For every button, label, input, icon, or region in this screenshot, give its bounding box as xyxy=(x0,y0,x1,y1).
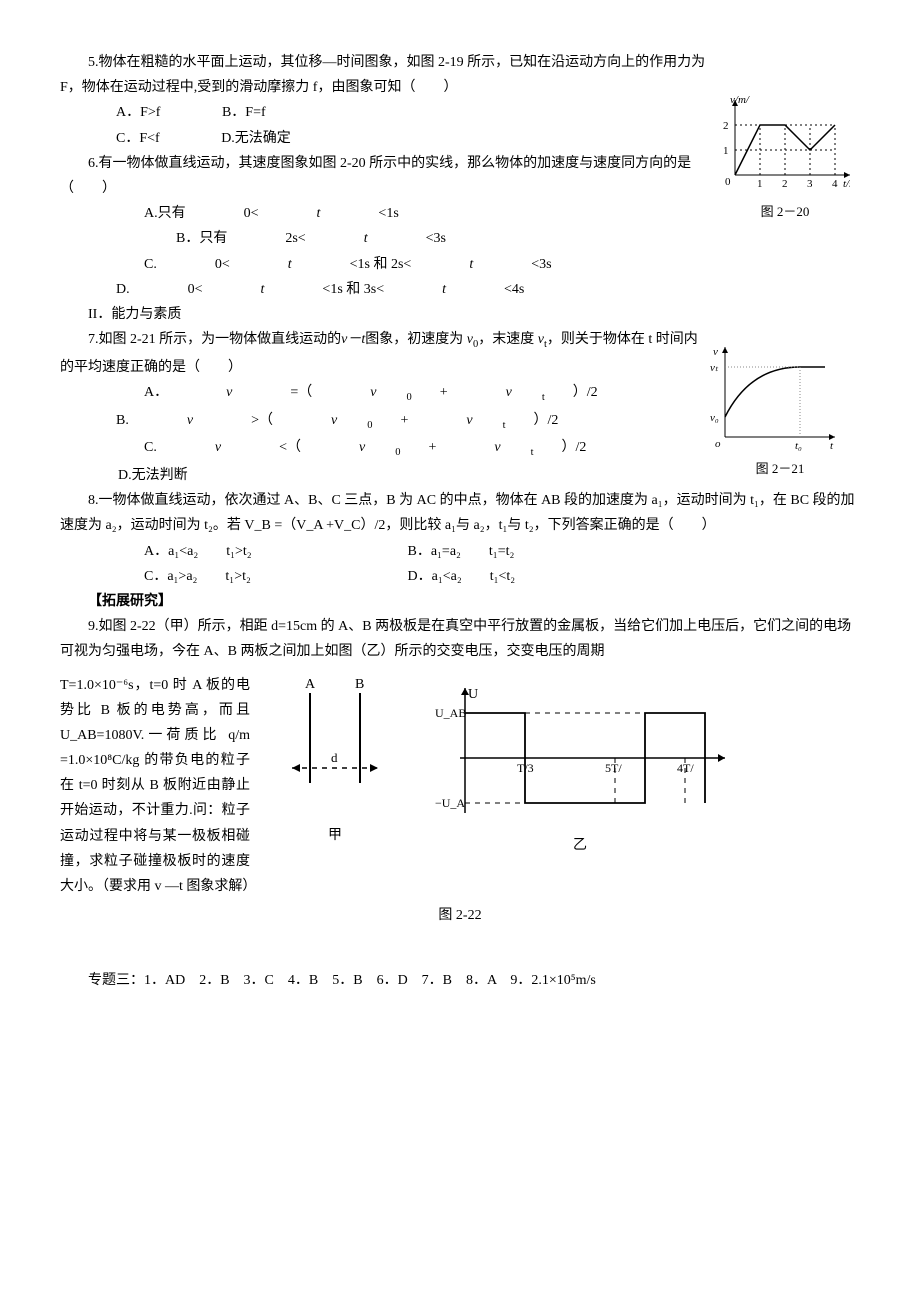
svg-text:t/s: t/s xyxy=(843,178,850,190)
svg-text:U: U xyxy=(468,687,478,702)
q6-optB: B．只有 2s<t<3s xyxy=(120,226,476,251)
svg-text:A: A xyxy=(305,677,316,692)
q5-options-2: C．F<f D.无法确定 xyxy=(60,126,710,151)
fig-2-22-right: U_AB −U_A U T/3 5T/4T/ 乙 xyxy=(420,673,740,858)
fig-2-22-left: A Bd 甲 xyxy=(270,673,400,848)
q5-q6-block: 5.物体在粗糙的水平面上运动，其位移—时间图象，如图 2-19 所示，已知在沿运… xyxy=(60,50,860,302)
fig-2-22-caption: 图 2-22 xyxy=(60,903,860,928)
q7-text-col: 7.如图 2-21 所示，为一物体做直线运动的v－t图象，初速度为 v0，末速度… xyxy=(60,327,700,488)
q5-optA: A．F>f xyxy=(88,100,160,125)
answers: 专题三：1．AD 2．B 3．C 4．B 5．B 6．D 7．B 8．A 9．2… xyxy=(60,968,860,993)
svg-text:vₜ: vₜ xyxy=(710,362,719,374)
q7-optA: A．v =（v0+ vt）/2 xyxy=(88,380,628,408)
svg-text:v₀: v₀ xyxy=(710,412,719,424)
q5-options-1: A．F>f B．F=f xyxy=(60,100,710,125)
fig-2-20: 1 2 3 4 1 2 t/s v/m/0 图 2－20 xyxy=(710,90,860,223)
svg-text:d: d xyxy=(331,750,338,765)
fig-2-21: v₀ vₜ t₀ t v o 图 2－21 xyxy=(700,327,860,480)
svg-text:t: t xyxy=(830,440,834,452)
q8-options-2: C．a₁>a₂ t₁>t₂ D．a₁<a₂ t₁<t₂ xyxy=(144,564,860,589)
q7-block: 7.如图 2-21 所示，为一物体做直线运动的v－t图象，初速度为 v0，末速度… xyxy=(60,327,860,488)
section-2-heading: II．能力与素质 xyxy=(60,302,860,327)
q8-optB: B．a₁=a₂ t₁=t₂ xyxy=(408,544,515,559)
svg-text:1: 1 xyxy=(723,145,729,157)
q5-optC: C．F<f xyxy=(88,126,160,151)
svg-text:3: 3 xyxy=(807,178,813,190)
q7-optB: B. v >（v0+ vt）/2 xyxy=(60,408,588,436)
svg-text:t₀: t₀ xyxy=(795,440,802,452)
svg-text:T/3: T/3 xyxy=(517,761,534,775)
svg-text:B: B xyxy=(355,677,364,692)
svg-text:2: 2 xyxy=(723,120,729,132)
fig-2-22-right-caption: 乙 xyxy=(420,833,740,858)
q9-text2: T=1.0×10⁻⁶s，t=0 时 A 板的电势比 B 板的电势高，而且 U_A… xyxy=(60,673,250,900)
q6-optA: A.只有 0<t<1s xyxy=(88,201,429,226)
svg-text:0: 0 xyxy=(725,176,731,188)
q9-figure-row: T=1.0×10⁻⁶s，t=0 时 A 板的电势比 B 板的电势高，而且 U_A… xyxy=(60,673,860,900)
fig-2-22-right-svg: U_AB −U_A U T/3 5T/4T/ xyxy=(420,673,740,833)
q5-optD: D.无法确定 xyxy=(193,126,291,151)
q9-text1: 9.如图 2-22（甲）所示，相距 d=15cm 的 A、B 两极板是在真空中平… xyxy=(60,614,860,664)
q6-text: 6.有一物体做直线运动，其速度图象如图 2-20 所示中的实线，那么物体的加速度… xyxy=(60,151,710,201)
q8-text: 8.一物体做直线运动，依次通过 A、B、C 三点，B 为 AC 的中点，物体在 … xyxy=(60,488,860,538)
q5-text: 5.物体在粗糙的水平面上运动，其位移—时间图象，如图 2-19 所示，已知在沿运… xyxy=(60,50,710,100)
q6-options-2: C. 0<t<1s 和 2s<t<3s D.0<t<1s 和 3s<t<4s xyxy=(60,252,710,302)
svg-text:U_AB: U_AB xyxy=(435,706,466,720)
svg-text:v/m/: v/m/ xyxy=(730,94,750,106)
expand-heading: 【拓展研究】 xyxy=(60,589,860,614)
q6-optD: D.0<t<1s 和 3s<t<4s xyxy=(60,277,554,302)
q7-optD: D.无法判断 xyxy=(90,463,188,488)
q6-optC: C. 0<t<1s 和 2s<t<3s xyxy=(88,252,582,277)
fig-2-20-caption: 图 2－20 xyxy=(710,200,860,223)
q6-options-1: A.只有 0<t<1s B．只有 2s<t<3s xyxy=(60,201,710,251)
q8-optA: A．a₁<a₂ t₁>t₂ xyxy=(144,539,404,564)
svg-text:4T/: 4T/ xyxy=(677,761,694,775)
q7-options-2: C. v <（v0+ vt）/2 D.无法判断 xyxy=(60,435,700,488)
q8-optC: C．a₁>a₂ t₁>t₂ xyxy=(144,564,404,589)
fig-2-20-svg: 1 2 3 4 1 2 t/s v/m/0 xyxy=(710,90,850,200)
svg-text:v: v xyxy=(713,346,718,358)
fig-2-21-caption: 图 2－21 xyxy=(700,457,860,480)
fig-2-22-left-svg: A Bd xyxy=(270,673,400,823)
svg-text:4: 4 xyxy=(832,178,838,190)
q7-optC: C. v <（v0+ vt）/2 xyxy=(88,435,616,463)
svg-text:5T/: 5T/ xyxy=(605,761,622,775)
q5-q6-text: 5.物体在粗糙的水平面上运动，其位移—时间图象，如图 2-19 所示，已知在沿运… xyxy=(60,50,710,302)
q8-optD: D．a₁<a₂ t₁<t₂ xyxy=(408,569,516,584)
q7-text: 7.如图 2-21 所示，为一物体做直线运动的v－t图象，初速度为 v0，末速度… xyxy=(60,327,700,380)
svg-text:o: o xyxy=(715,438,721,450)
svg-text:1: 1 xyxy=(757,178,763,190)
svg-text:2: 2 xyxy=(782,178,788,190)
q7-options-1: A．v =（v0+ vt）/2 B. v >（v0+ vt）/2 xyxy=(60,380,700,435)
fig-2-21-svg: v₀ vₜ t₀ t v o xyxy=(700,327,850,457)
q5-optB: B．F=f xyxy=(194,100,266,125)
svg-text:−U_A: −U_A xyxy=(435,796,465,810)
q8-options-1: A．a₁<a₂ t₁>t₂ B．a₁=a₂ t₁=t₂ xyxy=(144,539,860,564)
fig-2-22-left-caption: 甲 xyxy=(270,823,400,848)
